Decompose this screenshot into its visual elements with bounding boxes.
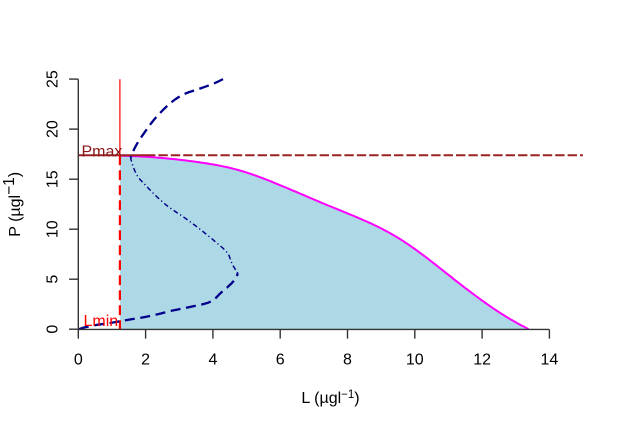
svg-text:15: 15 <box>45 170 62 188</box>
svg-text:8: 8 <box>343 352 352 369</box>
svg-text:25: 25 <box>45 70 62 88</box>
svg-text:0: 0 <box>45 325 62 334</box>
svg-text:2: 2 <box>141 352 150 369</box>
svg-text:12: 12 <box>473 352 491 369</box>
svg-text:Pmax: Pmax <box>82 144 123 161</box>
svg-text:14: 14 <box>541 352 559 369</box>
svg-text:5: 5 <box>45 275 62 284</box>
svg-text:6: 6 <box>276 352 285 369</box>
svg-text:4: 4 <box>208 352 217 369</box>
svg-text:Lmin: Lmin <box>84 313 119 330</box>
svg-text:0: 0 <box>74 352 83 369</box>
svg-text:10: 10 <box>45 220 62 238</box>
svg-text:20: 20 <box>45 120 62 138</box>
svg-text:10: 10 <box>406 352 424 369</box>
